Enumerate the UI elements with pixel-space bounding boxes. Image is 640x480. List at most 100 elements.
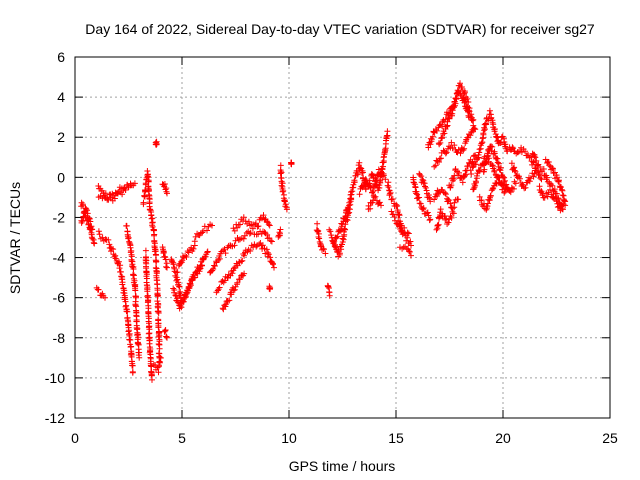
data-point xyxy=(356,191,363,198)
data-point xyxy=(122,187,129,193)
data-point xyxy=(247,229,254,236)
data-point xyxy=(334,233,341,240)
data-point xyxy=(562,198,569,205)
data-point xyxy=(171,265,178,272)
data-point xyxy=(115,189,122,195)
data-point xyxy=(348,191,355,198)
data-point xyxy=(200,256,207,263)
data-point xyxy=(154,292,161,299)
data-point xyxy=(271,264,277,271)
data-point xyxy=(377,169,384,176)
data-point xyxy=(114,190,120,197)
data-point xyxy=(540,166,547,172)
data-point xyxy=(457,150,464,157)
data-point xyxy=(511,167,518,174)
x-tick-label: 20 xyxy=(495,430,511,446)
data-point xyxy=(265,221,272,228)
data-point xyxy=(110,246,117,253)
data-point xyxy=(221,302,228,309)
data-point xyxy=(470,116,477,123)
data-point xyxy=(242,218,249,225)
data-point xyxy=(346,199,353,206)
data-point xyxy=(362,186,369,193)
data-point xyxy=(425,194,432,201)
data-point xyxy=(339,221,346,228)
x-tick-labels: 0 5 10 15 20 25 xyxy=(71,430,618,446)
data-point xyxy=(507,189,514,196)
data-point xyxy=(558,186,565,193)
data-point xyxy=(231,265,237,272)
data-point xyxy=(469,164,476,171)
data-point xyxy=(489,162,496,169)
data-point xyxy=(456,169,462,176)
data-point xyxy=(204,248,211,255)
data-point xyxy=(153,141,160,147)
data-point xyxy=(171,287,178,293)
data-point xyxy=(142,247,149,254)
data-point xyxy=(241,252,248,259)
data-point xyxy=(162,256,169,263)
data-point xyxy=(267,237,274,244)
data-point xyxy=(389,196,396,202)
data-point xyxy=(331,238,338,245)
data-point xyxy=(229,270,236,277)
data-point xyxy=(116,265,123,272)
data-point xyxy=(153,252,159,259)
data-point xyxy=(473,175,480,182)
data-point xyxy=(553,198,560,205)
data-point xyxy=(257,214,264,221)
data-point xyxy=(461,99,468,106)
data-point xyxy=(222,301,229,308)
data-points xyxy=(78,80,569,383)
data-point xyxy=(445,197,452,204)
data-point xyxy=(357,164,364,171)
data-point xyxy=(174,295,181,302)
data-point xyxy=(439,134,446,141)
data-point xyxy=(336,250,343,257)
data-point xyxy=(453,95,460,102)
data-point xyxy=(314,220,321,227)
data-point xyxy=(442,216,449,223)
data-point xyxy=(337,227,344,234)
data-point xyxy=(95,228,102,235)
y-tick-labels: -12 -10 -8 -6 -4 -2 0 2 4 6 xyxy=(45,49,65,426)
x-axis-title: GPS time / hours xyxy=(289,458,396,474)
data-point xyxy=(531,153,538,160)
data-point xyxy=(511,178,518,185)
data-point xyxy=(522,184,529,191)
data-point xyxy=(486,107,493,114)
data-point xyxy=(351,179,358,186)
y-tick-label: 0 xyxy=(57,169,65,185)
y-tick-label: 2 xyxy=(57,129,65,145)
data-point xyxy=(526,178,533,185)
data-point xyxy=(427,216,434,223)
data-point xyxy=(376,199,383,206)
data-point xyxy=(386,190,393,197)
data-point xyxy=(413,188,420,195)
data-point xyxy=(487,192,494,199)
data-point xyxy=(266,284,273,291)
data-point xyxy=(117,268,124,275)
data-point xyxy=(522,148,529,155)
data-point xyxy=(209,222,215,229)
data-point xyxy=(436,122,443,129)
data-point xyxy=(479,139,486,146)
data-point xyxy=(127,182,134,189)
data-point xyxy=(407,238,414,245)
data-point xyxy=(238,258,245,265)
data-point xyxy=(431,163,438,170)
data-point xyxy=(259,242,266,249)
data-point xyxy=(193,270,200,277)
y-tick-label: -12 xyxy=(45,410,65,426)
y-tick-label: -8 xyxy=(53,330,66,346)
data-point xyxy=(549,182,556,189)
data-point xyxy=(89,235,96,242)
data-point xyxy=(216,255,223,262)
data-point xyxy=(145,313,152,320)
data-point xyxy=(320,246,327,253)
data-point xyxy=(170,285,177,292)
y-tick-label: -10 xyxy=(45,370,65,386)
data-point xyxy=(240,214,247,221)
data-point xyxy=(117,262,124,269)
data-point xyxy=(234,279,241,286)
